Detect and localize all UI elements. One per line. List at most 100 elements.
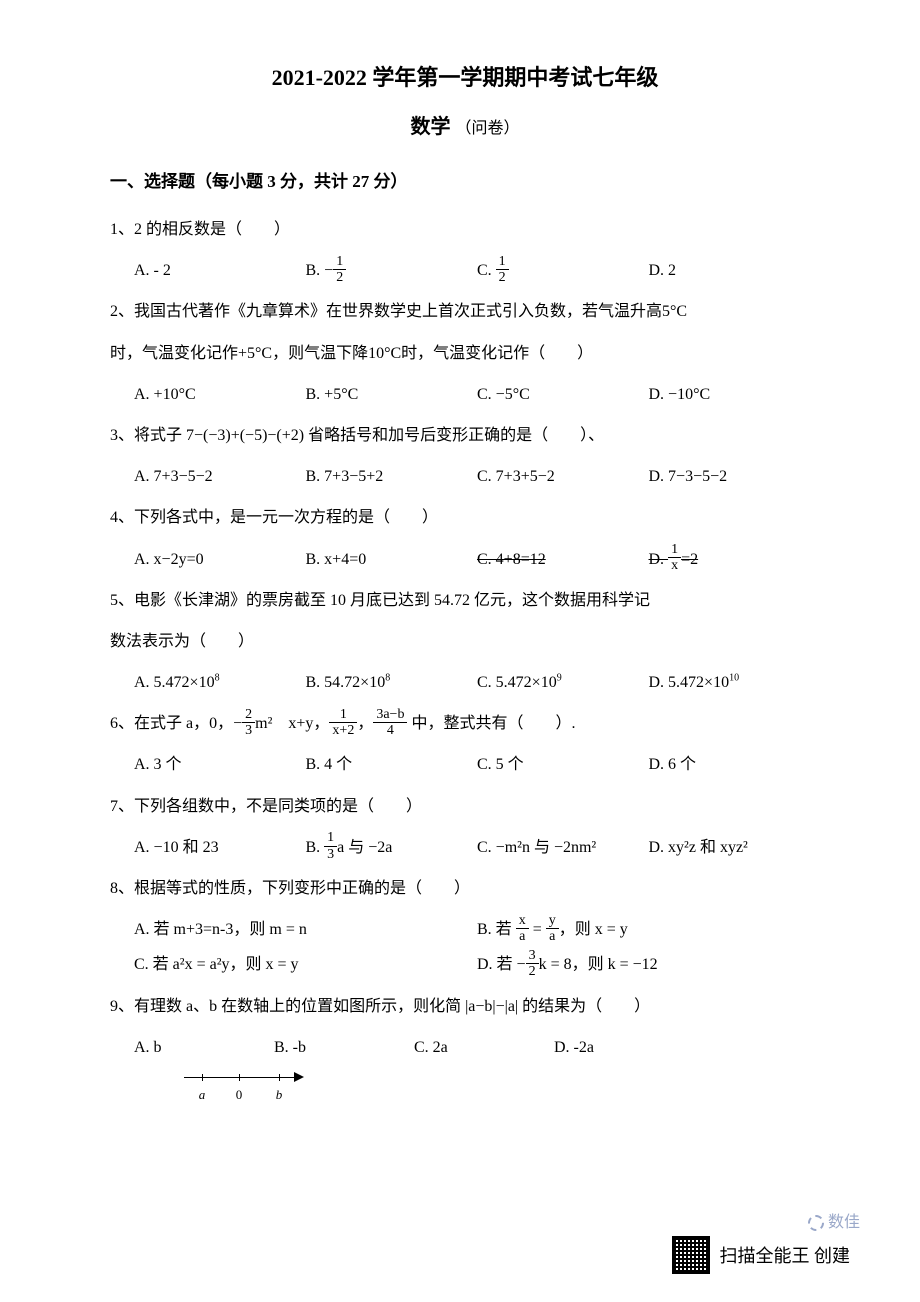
arrow-icon bbox=[294, 1072, 304, 1082]
q1-opt-b: B. −12 bbox=[306, 253, 478, 288]
q7-opt-c: C. −m²n 与 −2nm² bbox=[477, 830, 649, 865]
frac-y-a: ya bbox=[546, 913, 559, 945]
q3-opt-c: C. 7+3+5−2 bbox=[477, 459, 649, 494]
num: y bbox=[546, 913, 559, 929]
q9-opt-d: D. -2a bbox=[554, 1030, 694, 1065]
q6-mid1: m² x+y， bbox=[255, 715, 329, 732]
q3-text: 3、将式子 7−(−3)+(−5)−(+2) 省略括号和加号后变形正确的是（ ）… bbox=[110, 418, 820, 453]
q8-opt-c: C. 若 a²x = a²y，则 x = y bbox=[134, 947, 477, 982]
label-0: 0 bbox=[236, 1081, 243, 1110]
q6-text: 6、在式子 a，0，−23m² x+y，1x+2，3a−b4 中，整式共有（ ）… bbox=[110, 706, 820, 741]
q7-b-post: a 与 −2a bbox=[337, 839, 392, 856]
q8-b-pre: B. 若 bbox=[477, 921, 516, 938]
watermark-icon bbox=[808, 1215, 824, 1231]
tick-b bbox=[279, 1074, 280, 1081]
q2-opt-a: A. +10°C bbox=[134, 377, 306, 412]
num: 1 bbox=[329, 707, 357, 723]
q2-line2: 时，气温变化记作+5°C，则气温下降10°C时，气温变化记作（ ） bbox=[110, 336, 820, 371]
q6-pre: 6、在式子 a，0，− bbox=[110, 715, 242, 732]
frac-1-x: 1x bbox=[668, 542, 681, 574]
subject: 数学 bbox=[410, 116, 450, 138]
num: 3a−b bbox=[373, 707, 407, 723]
q2-line1: 2、我国古代著作《九章算术》在世界数学史上首次正式引入负数，若气温升高5°C bbox=[110, 294, 820, 329]
q3-opt-d: D. 7−3−5−2 bbox=[649, 459, 821, 494]
q9-opt-c: C. 2a bbox=[414, 1030, 554, 1065]
footer: 扫描全能王 创建 bbox=[672, 1236, 851, 1274]
q5-opt-a: A. 5.472×108 bbox=[134, 665, 306, 700]
den: a bbox=[546, 929, 559, 944]
q1-b-pre: B. − bbox=[306, 262, 334, 279]
q8-d-post: k = 8，则 k = −12 bbox=[539, 956, 658, 973]
q7-options: A. −10 和 23 B. 13a 与 −2a C. −m²n 与 −2nm²… bbox=[110, 830, 820, 865]
q6-opt-a: A. 3 个 bbox=[134, 747, 306, 782]
tick-a bbox=[202, 1074, 203, 1081]
q8-opt-d: D. 若 −32k = 8，则 k = −12 bbox=[477, 947, 820, 982]
paper-note: （问卷） bbox=[455, 120, 519, 137]
q3-options: A. 7+3−5−2 B. 7+3−5+2 C. 7+3+5−2 D. 7−3−… bbox=[110, 459, 820, 494]
q5-b-base: B. 54.72×10 bbox=[306, 674, 386, 691]
exam-page: 2021-2022 学年第一学期期中考试七年级 数学 （问卷） 一、选择题（每小… bbox=[0, 0, 920, 1302]
q4-opt-a: A. x−2y=0 bbox=[134, 542, 306, 577]
frac-1-3: 13 bbox=[324, 830, 337, 862]
num: 1 bbox=[496, 254, 509, 270]
q5-opt-b: B. 54.72×108 bbox=[306, 665, 478, 700]
q4-c-strike: C. 4+8=12 bbox=[477, 551, 546, 568]
label-b: b bbox=[276, 1081, 283, 1110]
q1-c-pre: C. bbox=[477, 262, 496, 279]
section-1-header: 一、选择题（每小题 3 分，共计 27 分） bbox=[110, 167, 820, 192]
q7-opt-d: D. xy²z 和 xyz² bbox=[649, 830, 821, 865]
footer-text: 扫描全能王 创建 bbox=[720, 1242, 851, 1268]
q8-opt-a: A. 若 m+3=n-3，则 m = n bbox=[134, 912, 477, 947]
q8-d-pre: D. 若 − bbox=[477, 956, 526, 973]
den: 3 bbox=[324, 847, 337, 862]
den: 4 bbox=[373, 723, 407, 738]
q5-c-exp: 9 bbox=[557, 673, 562, 684]
q9-text: 9、有理数 a、b 在数轴上的位置如图所示，则化简 |a−b|−|a| 的结果为… bbox=[110, 989, 820, 1024]
q7-opt-a: A. −10 和 23 bbox=[134, 830, 306, 865]
page-title: 2021-2022 学年第一学期期中考试七年级 bbox=[110, 60, 820, 92]
frac-x-a: xa bbox=[516, 913, 529, 945]
label-a: a bbox=[199, 1081, 206, 1110]
q5-a-base: A. 5.472×10 bbox=[134, 674, 215, 691]
num: 1 bbox=[324, 830, 337, 846]
q1-opt-c: C. 12 bbox=[477, 253, 649, 288]
q1-text: 1、2 的相反数是（ ） bbox=[110, 212, 820, 247]
q5-c-base: C. 5.472×10 bbox=[477, 674, 557, 691]
q4-d-eq: =2 bbox=[681, 551, 698, 568]
q6-opt-c: C. 5 个 bbox=[477, 747, 649, 782]
num: x bbox=[516, 913, 529, 929]
watermark-text: 数佳 bbox=[828, 1214, 860, 1231]
tick-0 bbox=[239, 1074, 240, 1081]
subject-line: 数学 （问卷） bbox=[110, 110, 820, 139]
num: 2 bbox=[242, 707, 255, 723]
number-line: a 0 b bbox=[184, 1065, 304, 1095]
q4-opt-d: D. 1x=2 bbox=[649, 542, 821, 577]
q1-options: A. - 2 B. −12 C. 12 D. 2 bbox=[110, 253, 820, 288]
q7-opt-b: B. 13a 与 −2a bbox=[306, 830, 478, 865]
q5-line1: 5、电影《长津湖》的票房截至 10 月底已达到 54.72 亿元，这个数据用科学… bbox=[110, 583, 820, 618]
q6-options: A. 3 个 B. 4 个 C. 5 个 D. 6 个 bbox=[110, 747, 820, 782]
den: a bbox=[516, 929, 529, 944]
q6-opt-b: B. 4 个 bbox=[306, 747, 478, 782]
q8-b-post: ，则 x = y bbox=[559, 921, 628, 938]
den: 2 bbox=[496, 270, 509, 285]
q6-post: 中，整式共有（ ）. bbox=[407, 715, 575, 732]
q5-opt-c: C. 5.472×109 bbox=[477, 665, 649, 700]
q4-d-strike: D. 1x=2 bbox=[649, 551, 699, 568]
den: 3 bbox=[242, 723, 255, 738]
q5-d-exp: 10 bbox=[729, 673, 739, 684]
frac-3ab-4: 3a−b4 bbox=[373, 707, 407, 739]
q1-opt-a: A. - 2 bbox=[134, 253, 306, 288]
frac-1-2-neg: 12 bbox=[333, 254, 346, 286]
watermark: 数佳 bbox=[808, 1208, 860, 1232]
q5-a-exp: 8 bbox=[215, 673, 220, 684]
q3-opt-a: A. 7+3−5−2 bbox=[134, 459, 306, 494]
q4-text: 4、下列各式中，是一元一次方程的是（ ） bbox=[110, 500, 820, 535]
den: 2 bbox=[526, 964, 539, 979]
q8-b-mid: = bbox=[529, 921, 546, 938]
frac-2-3: 23 bbox=[242, 707, 255, 739]
num: 1 bbox=[333, 254, 346, 270]
q2-opt-d: D. −10°C bbox=[649, 377, 821, 412]
q2-options: A. +10°C B. +5°C C. −5°C D. −10°C bbox=[110, 377, 820, 412]
q5-options: A. 5.472×108 B. 54.72×108 C. 5.472×109 D… bbox=[110, 665, 820, 700]
